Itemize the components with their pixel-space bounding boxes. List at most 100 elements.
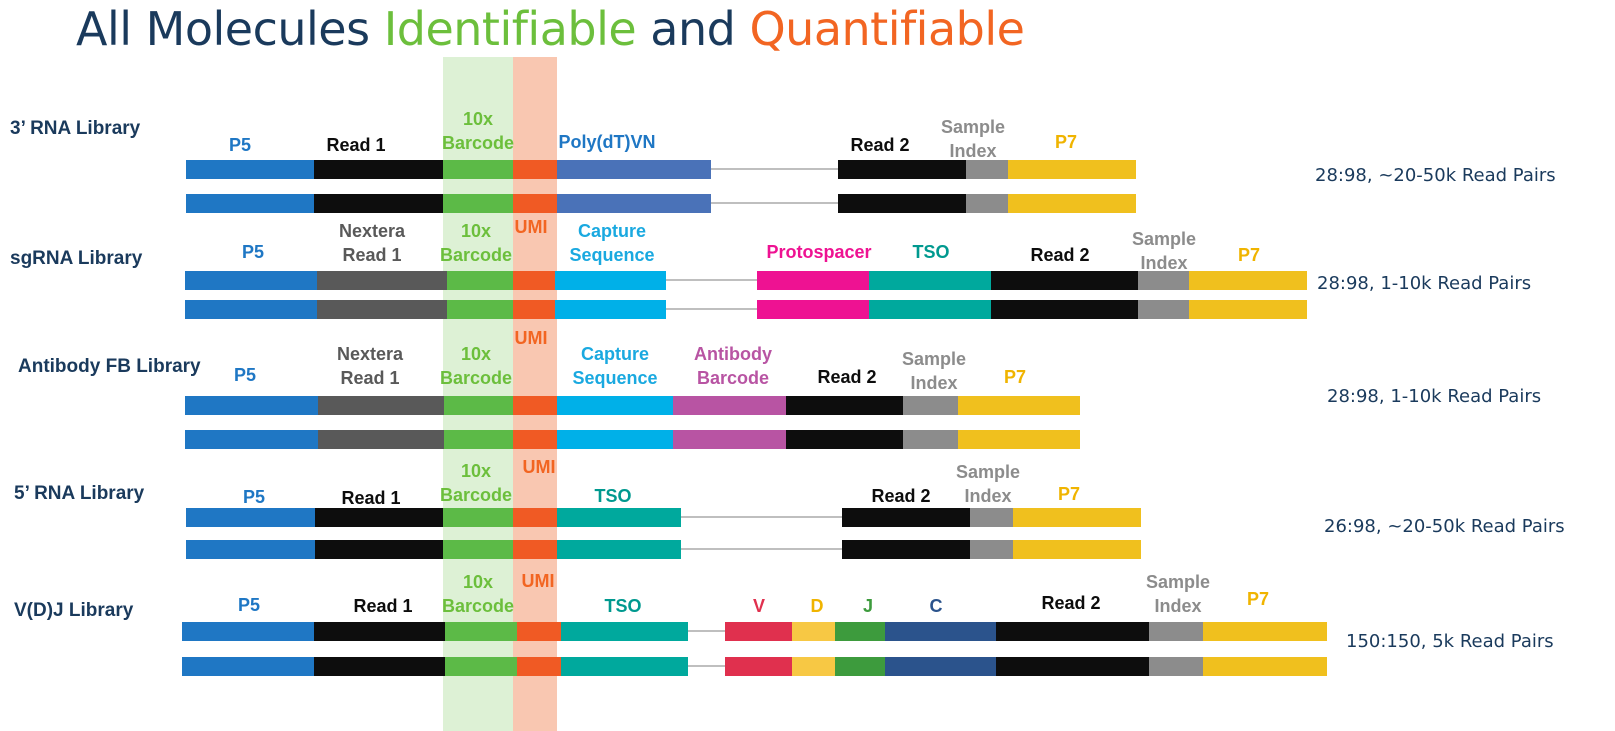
segment-label-sample-index: Sample Index [1145,572,1211,616]
segment-sample-index [1138,300,1189,319]
library-name-3rna: 3’ RNA Library [10,118,141,139]
segment-tso [869,300,991,319]
segment-label-j: J [862,596,874,616]
segment-10x-barcode [444,396,513,415]
connector-line [666,308,757,310]
segment-label-capture-sequence: Capture Sequence [572,344,658,388]
segment-label-capture-sequence: Capture Sequence [569,221,655,265]
segment-label-p5: P5 [233,365,257,385]
segment-p7 [958,430,1080,449]
segment-read-2 [786,430,903,449]
segment-p7 [958,396,1080,415]
segment-10x-barcode [443,508,513,527]
segment-umi [513,396,557,415]
segment-read-2 [842,540,970,559]
segment-poly-dt-vn [557,160,711,179]
segment-read-1 [315,508,443,527]
segment-umi [513,271,555,290]
segment-tso [557,508,681,527]
segment-tso [561,657,688,676]
segment-10x-barcode [443,160,513,179]
segment-p5 [185,396,318,415]
segment-read-2 [996,622,1149,641]
segment-c [885,657,996,676]
segment-umi [513,160,557,179]
segment-umi [513,508,557,527]
segment-10x-barcode [445,657,517,676]
segment-10x-barcode [447,300,513,319]
segment-p5 [185,271,317,290]
segment-p7 [1189,300,1307,319]
segment-label-read-2: Read 2 [871,486,931,506]
segment-read-2 [996,657,1149,676]
connector-line [711,202,838,204]
read-pairs-3rna: 28:98, ~20-50k Read Pairs [1315,165,1556,186]
segment-nextera-read-1 [318,396,444,415]
segment-label-nextera-read-1: Nextera Read 1 [338,221,406,265]
segment-label-poly-dt-vn: Poly(dT)VN [558,132,656,152]
connector-line [666,279,757,281]
segment-label-tso: TSO [604,596,642,616]
segment-umi [513,540,557,559]
segment-10x-barcode [443,540,513,559]
segment-label-p5: P5 [242,487,266,507]
segment-label-10x-barcode: 10x Barcode [439,461,513,505]
segment-umi [513,300,555,319]
segment-d [792,657,835,676]
segment-read-2 [991,300,1138,319]
segment-v [725,622,792,641]
title-part-1: All Molecules [76,2,384,56]
segment-sample-index [1138,271,1189,290]
segment-antibody-barcode [673,430,786,449]
segment-label-p5: P5 [241,242,265,262]
umi-label: UMI [514,328,548,348]
segment-label-10x-barcode: 10x Barcode [441,572,515,616]
segment-label-sample-index: Sample Index [901,349,967,393]
segment-label-read-2: Read 2 [850,135,910,155]
segment-label-sample-index: Sample Index [940,117,1006,161]
segment-d [792,622,835,641]
segment-read-2 [842,508,970,527]
segment-label-p7: P7 [1003,367,1027,387]
segment-umi [513,194,557,213]
segment-label-protospacer: Protospacer [766,242,872,262]
segment-antibody-barcode [673,396,786,415]
segment-p7 [1008,160,1136,179]
segment-label-sample-index: Sample Index [955,462,1021,506]
read-pairs-5rna: 26:98, ~20-50k Read Pairs [1324,516,1565,537]
segment-label-p7: P7 [1246,589,1270,609]
segment-p5 [186,194,314,213]
segment-sample-index [970,508,1013,527]
segment-label-antibody-barcode: Antibody Barcode [694,344,772,388]
segment-p5 [186,508,315,527]
connector-line [681,548,842,550]
segment-label-10x-barcode: 10x Barcode [439,344,513,388]
segment-read-2 [838,194,966,213]
segment-label-read-1: Read 1 [353,596,413,616]
connector-line [688,665,725,667]
segment-10x-barcode [443,194,513,213]
segment-label-read-1: Read 1 [326,135,386,155]
segment-label-d: D [810,596,824,616]
segment-label-nextera-read-1: Nextera Read 1 [336,344,404,388]
umi-label: UMI [514,217,548,237]
segment-tso [869,271,991,290]
connector-line [681,516,842,518]
segment-label-p5: P5 [228,135,252,155]
segment-p5 [186,160,314,179]
segment-c [885,622,996,641]
read-pairs-vdj: 150:150, 5k Read Pairs [1346,631,1554,652]
segment-sample-index [903,430,958,449]
read-pairs-antibody: 28:98, 1-10k Read Pairs [1327,386,1542,407]
segment-read-1 [314,657,445,676]
segment-nextera-read-1 [317,271,447,290]
title-quantifiable: Quantifiable [749,2,1025,56]
segment-capture-sequence [555,271,666,290]
segment-read-1 [314,160,443,179]
segment-label-10x-barcode: 10x Barcode [441,109,515,153]
segment-label-tso: TSO [594,486,632,506]
segment-tso [557,540,681,559]
segment-p5 [186,540,315,559]
segment-umi [517,622,561,641]
library-name-5rna: 5’ RNA Library [14,483,145,504]
